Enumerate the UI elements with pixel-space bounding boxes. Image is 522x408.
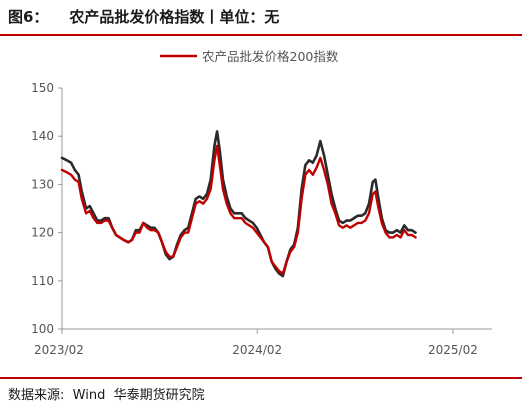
chart-title: 图6： 农产品批发价格指数丨单位：无 <box>8 8 280 26</box>
x-tick-label: 2023/02 <box>34 343 84 357</box>
y-tick-label: 100 <box>31 322 54 336</box>
y-tick-label: 110 <box>31 274 54 288</box>
title-bar: 图6： 农产品批发价格指数丨单位：无 <box>0 0 522 34</box>
series-line-red <box>60 144 417 275</box>
y-tick-label: 120 <box>31 226 54 240</box>
source-note: 数据来源: Wind 华泰期货研究院 <box>8 388 205 403</box>
x-tick-label: 2024/02 <box>232 343 282 357</box>
series-line-dark <box>60 130 417 278</box>
y-tick-label: 150 <box>31 81 54 95</box>
y-tick-label: 140 <box>31 129 54 143</box>
chart-series-layer <box>60 130 417 278</box>
top-divider <box>0 34 522 36</box>
y-tick-label: 130 <box>31 177 54 191</box>
legend-label: 农产品批发价格200指数 <box>202 49 339 64</box>
bottom-divider <box>0 377 522 379</box>
chart-axes: 100 110 120 130 140 150 2023/02 2024/02 2025/02 <box>31 81 492 357</box>
x-tick-label: 2025/02 <box>428 343 478 357</box>
chart-legend: 农产品批发价格200指数 <box>160 49 339 64</box>
